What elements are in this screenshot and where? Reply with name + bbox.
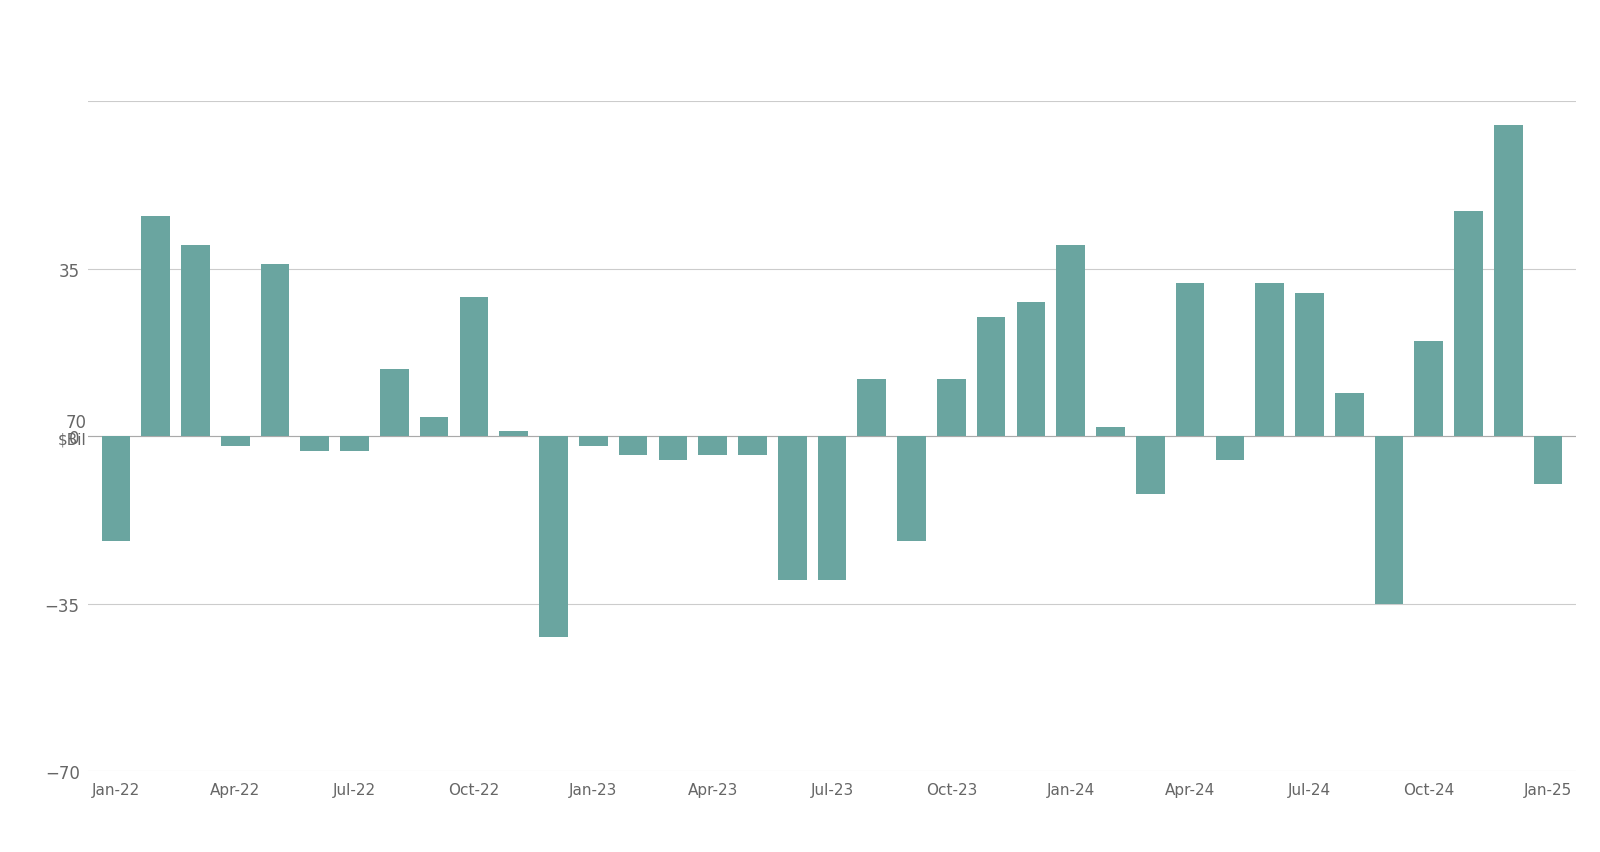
Bar xyxy=(419,417,448,436)
Bar xyxy=(1294,293,1323,436)
Bar xyxy=(341,436,370,451)
Bar xyxy=(141,217,170,436)
Bar xyxy=(499,432,528,436)
Bar xyxy=(1374,436,1403,604)
Bar xyxy=(101,436,130,542)
Bar xyxy=(221,436,250,446)
Bar xyxy=(1414,341,1443,436)
Bar xyxy=(1334,394,1363,436)
Bar xyxy=(818,436,846,580)
Bar xyxy=(1454,212,1483,436)
Bar xyxy=(778,436,806,580)
Bar xyxy=(381,370,408,436)
Bar xyxy=(898,436,926,542)
Bar xyxy=(539,436,568,637)
Bar xyxy=(579,436,608,446)
Bar xyxy=(698,436,726,456)
Bar xyxy=(938,379,966,436)
Bar xyxy=(1534,436,1563,485)
Bar xyxy=(301,436,330,451)
Text: 70: 70 xyxy=(66,414,86,432)
Bar xyxy=(659,436,686,461)
Bar xyxy=(181,245,210,436)
Bar xyxy=(978,317,1005,436)
Bar xyxy=(1136,436,1165,494)
Bar xyxy=(1096,427,1125,436)
Bar xyxy=(261,265,290,436)
Bar xyxy=(1176,284,1205,436)
Bar xyxy=(1256,284,1283,436)
Bar xyxy=(1216,436,1245,461)
Bar xyxy=(459,298,488,436)
Bar xyxy=(1056,245,1085,436)
Bar xyxy=(1494,126,1523,436)
Text: $Bil: $Bil xyxy=(58,432,86,447)
Bar xyxy=(619,436,648,456)
Bar xyxy=(1016,303,1045,436)
Bar xyxy=(858,379,886,436)
Bar xyxy=(738,436,766,456)
